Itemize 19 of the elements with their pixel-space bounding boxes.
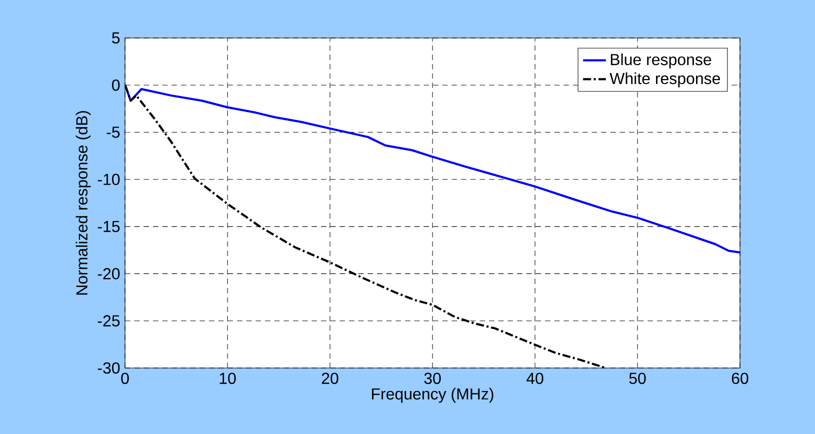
y-tick-label: 5 (112, 32, 120, 44)
x-tick-label: 60 (732, 372, 748, 384)
y-tick-label: -5 (106, 126, 120, 138)
y-tick-label: -15 (98, 220, 120, 232)
x-tick-label: 20 (322, 372, 338, 384)
x-tick-label: 50 (629, 372, 646, 384)
y-axis-title: Normalized response (dB) (76, 111, 91, 295)
y-tick-label: -20 (98, 268, 120, 280)
legend-label: Blue response (610, 54, 712, 68)
y-tick-label: 0 (112, 79, 120, 91)
x-tick-label: 0 (121, 372, 129, 384)
y-tick-label: -30 (98, 362, 120, 374)
y-tick-label: -10 (98, 174, 120, 186)
y-tick-label: -25 (98, 315, 120, 326)
x-tick-label: 30 (424, 372, 441, 384)
x-axis-title: Frequency (MHz) (372, 388, 494, 403)
x-tick-label: 10 (220, 372, 236, 384)
x-tick-label: 40 (526, 372, 544, 384)
legend-label: White response (610, 72, 720, 88)
